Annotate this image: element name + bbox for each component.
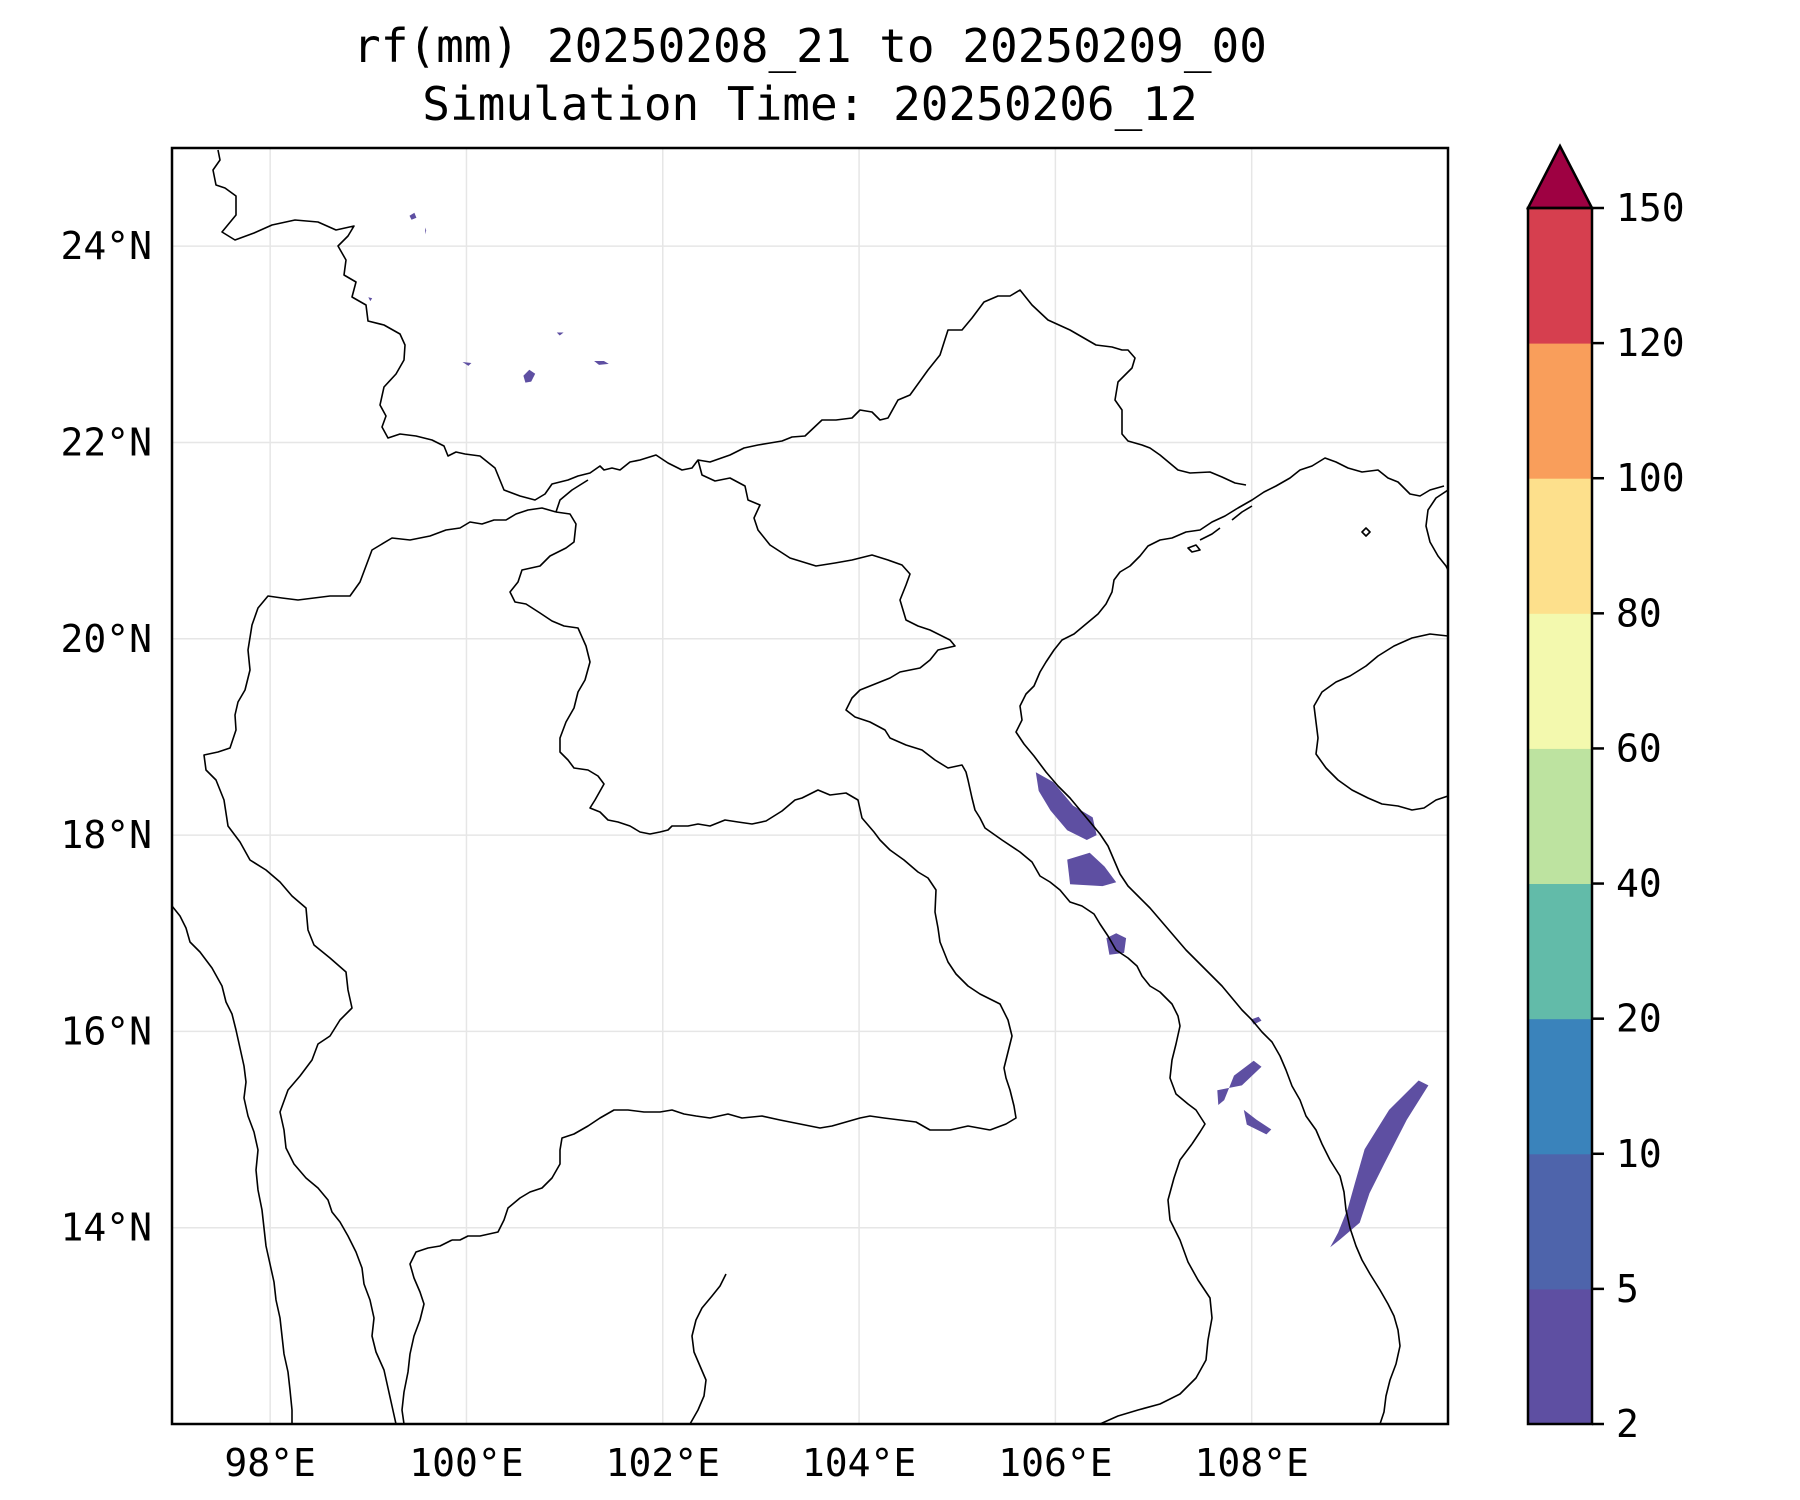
rain-cell-quang-tri: [1106, 933, 1127, 955]
rain-cell-yunnan-5: [523, 369, 536, 383]
colorbar-segment: [1528, 343, 1592, 479]
border-china-south: [212, 149, 1247, 501]
country-borders: [203, 149, 1247, 1424]
lon-tick-label: 104°E: [802, 1441, 916, 1485]
map-title-line2: Simulation Time: 20250206_12: [422, 77, 1197, 131]
colorbar-segment: [1528, 478, 1592, 614]
rain-cell-yunnan-7: [556, 332, 564, 336]
rain-cell-quang-nam-1: [1217, 1060, 1262, 1105]
lat-tick-label: 20°N: [60, 617, 152, 661]
lat-tick-label: 24°N: [60, 224, 152, 268]
lon-tick-label: 98°E: [224, 1441, 316, 1485]
border-thailand-cambodia: [452, 1109, 991, 1241]
colorbar-tick-label: 120: [1616, 321, 1685, 365]
colorbar-tick-label: 60: [1616, 726, 1662, 770]
rain-cell-yunnan-2: [425, 227, 427, 235]
colorbar-segment: [1528, 1153, 1592, 1290]
rain-cell-yunnan-1: [409, 212, 417, 220]
map-area: [172, 148, 1448, 1424]
border-laos-thailand: [509, 511, 1017, 1131]
border-myanmar-thailand: [203, 507, 557, 1424]
rain-cell-quang-nam-2: [1243, 1109, 1272, 1135]
rainfall-layer: [368, 212, 1429, 1248]
colorbar-segment: [1528, 1288, 1592, 1425]
colorbar-tick-label: 10: [1616, 1132, 1662, 1176]
coastlines: [172, 457, 1448, 1424]
rain-cell-yunnan-4: [462, 362, 472, 366]
colorbar-frame: [1526, 206, 1594, 1426]
lat-tick-label: 14°N: [60, 1206, 152, 1250]
colorbar: 2 5 10 20 40 60 80 100 120 150: [1525, 143, 1685, 1446]
colorbar-tick-label: 20: [1616, 997, 1662, 1041]
colorbar-segment: [1528, 748, 1592, 884]
lon-tick-label: 102°E: [606, 1441, 720, 1485]
colorbar-segment: [1528, 613, 1592, 749]
rain-cell-nghe-an-coast: [1035, 772, 1097, 840]
border-laos-vietnam: [697, 459, 1206, 1145]
border-golden-triangle: [555, 479, 589, 513]
lat-tick-label: 22°N: [60, 420, 152, 464]
lon-tick-label: 108°E: [1194, 1441, 1308, 1485]
colorbar-tick-label: 40: [1616, 862, 1662, 906]
coast-myanmar-thailand-west: [172, 905, 293, 1424]
colorbar-tick-label: 5: [1616, 1267, 1639, 1311]
colorbar-tick-label: 100: [1616, 456, 1685, 500]
lat-tick-label: 16°N: [60, 1009, 152, 1053]
colorbar-tick-label: 2: [1616, 1402, 1639, 1446]
gridlines: [172, 148, 1448, 1424]
lon-tick-label: 100°E: [409, 1441, 523, 1485]
colorbar-segment: [1528, 1018, 1592, 1155]
latitude-ticks: 14°N 16°N 18°N 20°N 22°N 24°N: [60, 224, 152, 1250]
coast-tonkin-islands: [1187, 505, 1371, 553]
rain-cell-yunnan-6: [594, 361, 609, 365]
map-title-line1: rf(mm) 20250208_21 to 20250209_00: [353, 19, 1267, 73]
longitude-ticks: 98°E 100°E 102°E 104°E 106°E 108°E: [224, 1441, 1308, 1485]
rain-cell-central-highlands-band: [1330, 1080, 1429, 1248]
coast-vietnam: [1015, 457, 1445, 1424]
colorbar-tick-label: 80: [1616, 591, 1662, 635]
rain-cell-yunnan-3: [368, 297, 373, 302]
map-frame: [170, 146, 1450, 1426]
coast-gulf-of-thailand: [401, 1239, 727, 1424]
colorbar-segment: [1528, 883, 1592, 1020]
coast-guangxi: [1425, 489, 1448, 571]
border-cambodia-vietnam: [1099, 1143, 1213, 1424]
colorbar-tick-label: 150: [1616, 186, 1685, 230]
lon-tick-label: 106°E: [998, 1441, 1112, 1485]
coast-hainan: [1313, 633, 1448, 811]
lat-tick-label: 18°N: [60, 813, 152, 857]
colorbar-segment: [1528, 208, 1592, 344]
rain-cell-quang-binh: [1067, 852, 1117, 887]
